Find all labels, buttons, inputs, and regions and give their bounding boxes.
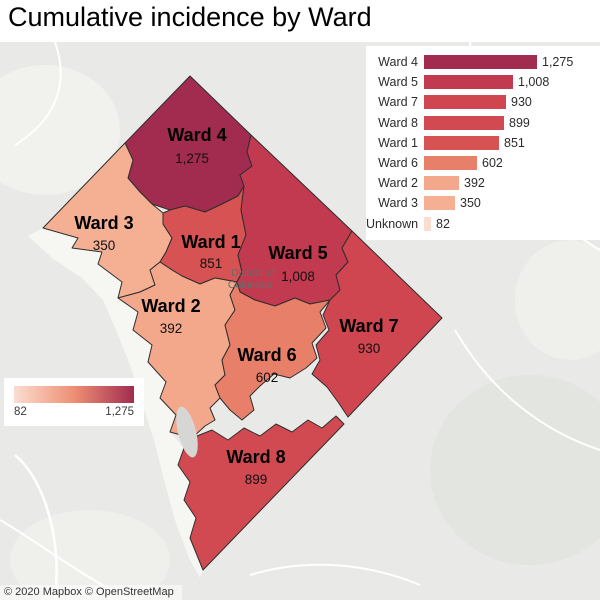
bar[interactable]	[424, 156, 477, 171]
bar-category-label: Ward 7	[378, 95, 418, 110]
bar-value-label: 1,008	[518, 75, 550, 90]
ward-6-value: 602	[256, 370, 279, 385]
bar-value-label: 392	[464, 176, 485, 191]
bar-category-label: Ward 4	[378, 55, 418, 70]
bar-row: Ward 7 930	[366, 92, 598, 112]
bar[interactable]	[424, 135, 499, 150]
basemap-road	[454, 329, 600, 451]
bar-row: Unknown 82	[366, 214, 598, 234]
bar[interactable]	[424, 196, 455, 211]
bar-category-label: Ward 3	[378, 196, 418, 211]
bar-category-label: Ward 5	[378, 75, 418, 90]
ward-region-ward-6[interactable]	[214, 281, 331, 421]
bar[interactable]	[424, 75, 513, 90]
color-legend: 82 1,275	[4, 378, 144, 426]
bar[interactable]	[424, 55, 537, 70]
ward-5-value: 1,008	[281, 269, 315, 284]
bar-chart-rows: Ward 4 1,275 Ward 5 1,008 Ward 7 930 Ward 8 899…	[366, 52, 598, 234]
bar-row: Ward 4 1,275	[366, 52, 598, 72]
bar-category-label: Unknown	[366, 216, 419, 231]
ward-1-value: 851	[200, 256, 223, 271]
bar[interactable]	[424, 115, 504, 130]
ward-7-label: Ward 7	[339, 316, 398, 336]
ward-region-ward-8[interactable]	[177, 415, 345, 571]
bar-row: Ward 8 899	[366, 113, 598, 133]
bar-category-label: Ward 2	[378, 176, 418, 191]
bar-value-label: 350	[460, 196, 481, 211]
bar[interactable]	[424, 176, 459, 191]
map-attribution: © 2020 Mapbox © OpenStreetMap	[0, 585, 182, 600]
bar-row: Ward 1 851	[366, 133, 598, 153]
color-gradient-bar	[14, 386, 134, 403]
ward-region-ward-7[interactable]	[311, 230, 443, 418]
ward-6-label: Ward 6	[237, 345, 296, 365]
basemap-road	[14, 41, 62, 146]
bar-row: Ward 2 392	[366, 173, 598, 193]
bar-value-label: 899	[509, 115, 530, 130]
bar-value-label: 851	[504, 135, 525, 150]
bar-chart-legend: Ward 4 1,275 Ward 5 1,008 Ward 7 930 Ward 8 899…	[366, 46, 600, 240]
bar-row: Ward 3 350	[366, 193, 598, 213]
bar[interactable]	[424, 216, 431, 231]
bar-row: Ward 6 602	[366, 153, 598, 173]
bar-category-label: Ward 1	[378, 135, 418, 150]
district-label-line2: Columbia	[228, 279, 273, 291]
ward-3-value: 350	[93, 238, 116, 253]
basemap-road	[14, 454, 58, 600]
bar-value-label: 602	[482, 156, 503, 171]
basemap-patch	[515, 240, 600, 360]
bar-category-label: Ward 6	[378, 156, 418, 171]
district-of-columbia-label: District of Columbia	[228, 267, 275, 291]
color-legend-max: 1,275	[105, 406, 134, 418]
color-legend-labels: 82 1,275	[14, 406, 134, 418]
page-title: Cumulative incidence by Ward	[8, 2, 372, 32]
bar-value-label: 1,275	[542, 55, 574, 70]
basemap-park-patch	[430, 375, 600, 565]
ward-2-label: Ward 2	[141, 296, 200, 316]
ward-1-label: Ward 1	[181, 232, 240, 252]
ward-8-value: 899	[245, 472, 268, 487]
ward-7-value: 930	[358, 341, 381, 356]
water-channel	[176, 406, 198, 458]
map-attribution-text: © 2020 Mapbox © OpenStreetMap	[4, 586, 174, 598]
ward-4-value: 1,275	[175, 151, 209, 166]
bar[interactable]	[424, 95, 506, 110]
bar-row: Ward 5 1,008	[366, 72, 598, 92]
bar-category-label: Ward 8	[378, 115, 418, 130]
bar-value-label: 930	[511, 95, 532, 110]
color-legend-min: 82	[14, 406, 27, 418]
ward-8-label: Ward 8	[226, 447, 285, 467]
potomac-river	[28, 228, 203, 578]
basemap-road	[249, 563, 421, 586]
ward-4-label: Ward 4	[167, 125, 226, 145]
ward-3-label: Ward 3	[74, 213, 133, 233]
district-label-line1: District of	[231, 267, 275, 279]
basemap-patch	[10, 510, 170, 600]
ward-labels: Ward 4 1,275 Ward 3 350 Ward 1 851 Ward …	[74, 125, 398, 487]
bar-value-label: 82	[436, 216, 450, 231]
ward-regions	[42, 75, 443, 571]
ward-2-value: 392	[160, 321, 183, 336]
ward-5-label: Ward 5	[268, 243, 327, 263]
basemap-patch	[0, 65, 120, 195]
